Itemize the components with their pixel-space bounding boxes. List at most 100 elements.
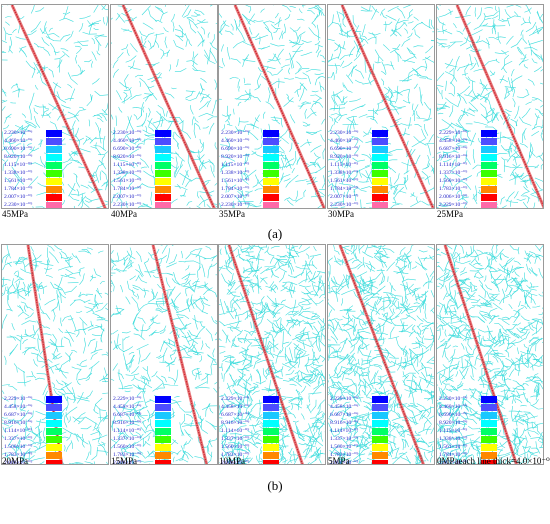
- crack-line: [334, 250, 340, 255]
- crack-line: [184, 349, 193, 358]
- crack-line: [73, 173, 78, 178]
- legend-value: 6.687×10⁻⁰⁶: [113, 412, 142, 418]
- crack-line: [85, 135, 94, 142]
- crack-line: [245, 410, 253, 420]
- crack-line: [346, 444, 356, 447]
- crack-line: [16, 334, 24, 340]
- crack-line: [460, 190, 469, 203]
- crack-line: [84, 59, 92, 63]
- crack-line: [437, 206, 440, 208]
- crack-line: [21, 49, 28, 58]
- crack-line: [456, 382, 464, 389]
- crack-line: [449, 454, 456, 464]
- crack-line: [482, 22, 488, 26]
- legend-swatch: [372, 137, 388, 145]
- crack-line: [301, 40, 312, 43]
- crack-line: [174, 171, 177, 178]
- crack-line: [319, 188, 325, 191]
- crack-line: [359, 435, 364, 446]
- crack-line: [343, 309, 356, 312]
- legend-value: 8.916×10⁻⁰⁶: [330, 420, 359, 426]
- crack-line: [261, 389, 272, 392]
- crack-line: [2, 90, 7, 94]
- crack-line: [252, 266, 259, 277]
- crack-line: [512, 322, 522, 326]
- crack-line: [314, 72, 324, 75]
- crack-line: [288, 282, 293, 299]
- crack-line: [106, 461, 108, 464]
- crack-line: [21, 113, 27, 118]
- crack-line: [419, 410, 427, 421]
- legend-swatch: [263, 443, 279, 451]
- crack-line: [319, 293, 325, 299]
- crack-line: [187, 331, 198, 345]
- crack-line: [177, 35, 184, 42]
- crack-line: [470, 436, 481, 447]
- crack-line: [226, 457, 241, 461]
- crack-line: [467, 354, 471, 362]
- crack-line: [407, 32, 413, 39]
- crack-line: [225, 256, 233, 265]
- crack-line: [438, 282, 444, 287]
- crack-line: [233, 379, 238, 385]
- legend-value: 4.460×10⁻⁰⁶: [221, 138, 250, 144]
- crack-line: [359, 280, 362, 295]
- crack-line: [479, 390, 483, 397]
- crack-line: [21, 458, 29, 460]
- crack-line: [451, 245, 457, 257]
- crack-line: [366, 368, 369, 376]
- crack-line: [252, 114, 260, 130]
- crack-line: [463, 203, 467, 208]
- crack-line: [413, 83, 418, 89]
- legend-value: 4.458×10⁻⁰⁶: [221, 404, 250, 410]
- crack-line: [424, 60, 428, 71]
- crack-line: [383, 21, 393, 25]
- crack-line: [154, 20, 163, 24]
- legend-value: 1.561×10⁻⁰⁵: [439, 444, 468, 450]
- crack-line: [511, 434, 527, 440]
- crack-line: [507, 17, 511, 27]
- crack-line: [514, 172, 527, 183]
- crack-line: [490, 281, 500, 293]
- legend-swatch: [372, 395, 388, 403]
- crack-line: [441, 404, 449, 408]
- crack-line: [198, 100, 209, 111]
- crack-line: [542, 311, 543, 319]
- legend-swatch: [155, 153, 171, 161]
- crack-line: [332, 184, 340, 196]
- crack-line: [238, 384, 247, 390]
- crack-line: [19, 304, 30, 317]
- crack-line: [12, 28, 17, 34]
- crack-line: [367, 402, 373, 411]
- crack-line: [464, 411, 469, 420]
- crack-line: [99, 281, 105, 285]
- crack-line: [198, 113, 214, 117]
- crack-line: [499, 295, 509, 305]
- crack-line: [87, 338, 96, 347]
- crack-line: [440, 276, 445, 290]
- crack-line: [171, 245, 174, 247]
- crack-line: [388, 297, 391, 304]
- crack-line: [489, 107, 499, 121]
- crack-line: [115, 333, 119, 349]
- crack-line: [318, 76, 325, 78]
- crack-line: [427, 406, 432, 418]
- crack-line: [42, 427, 46, 439]
- crack-line: [116, 252, 120, 262]
- crack-line: [472, 304, 482, 308]
- crack-line: [237, 248, 245, 262]
- crack-line: [264, 330, 275, 342]
- crack-line: [365, 302, 378, 310]
- crack-line: [181, 250, 183, 259]
- crack-line: [315, 328, 325, 339]
- crack-line: [233, 432, 237, 447]
- crack-line: [321, 60, 325, 63]
- crack-line: [464, 138, 475, 143]
- crack-line: [359, 460, 365, 464]
- crack-line: [252, 284, 258, 289]
- crack-line: [382, 44, 390, 51]
- crack-line: [26, 306, 34, 311]
- crack-line: [409, 330, 416, 337]
- crack-line: [328, 391, 335, 404]
- crack-line: [237, 399, 241, 409]
